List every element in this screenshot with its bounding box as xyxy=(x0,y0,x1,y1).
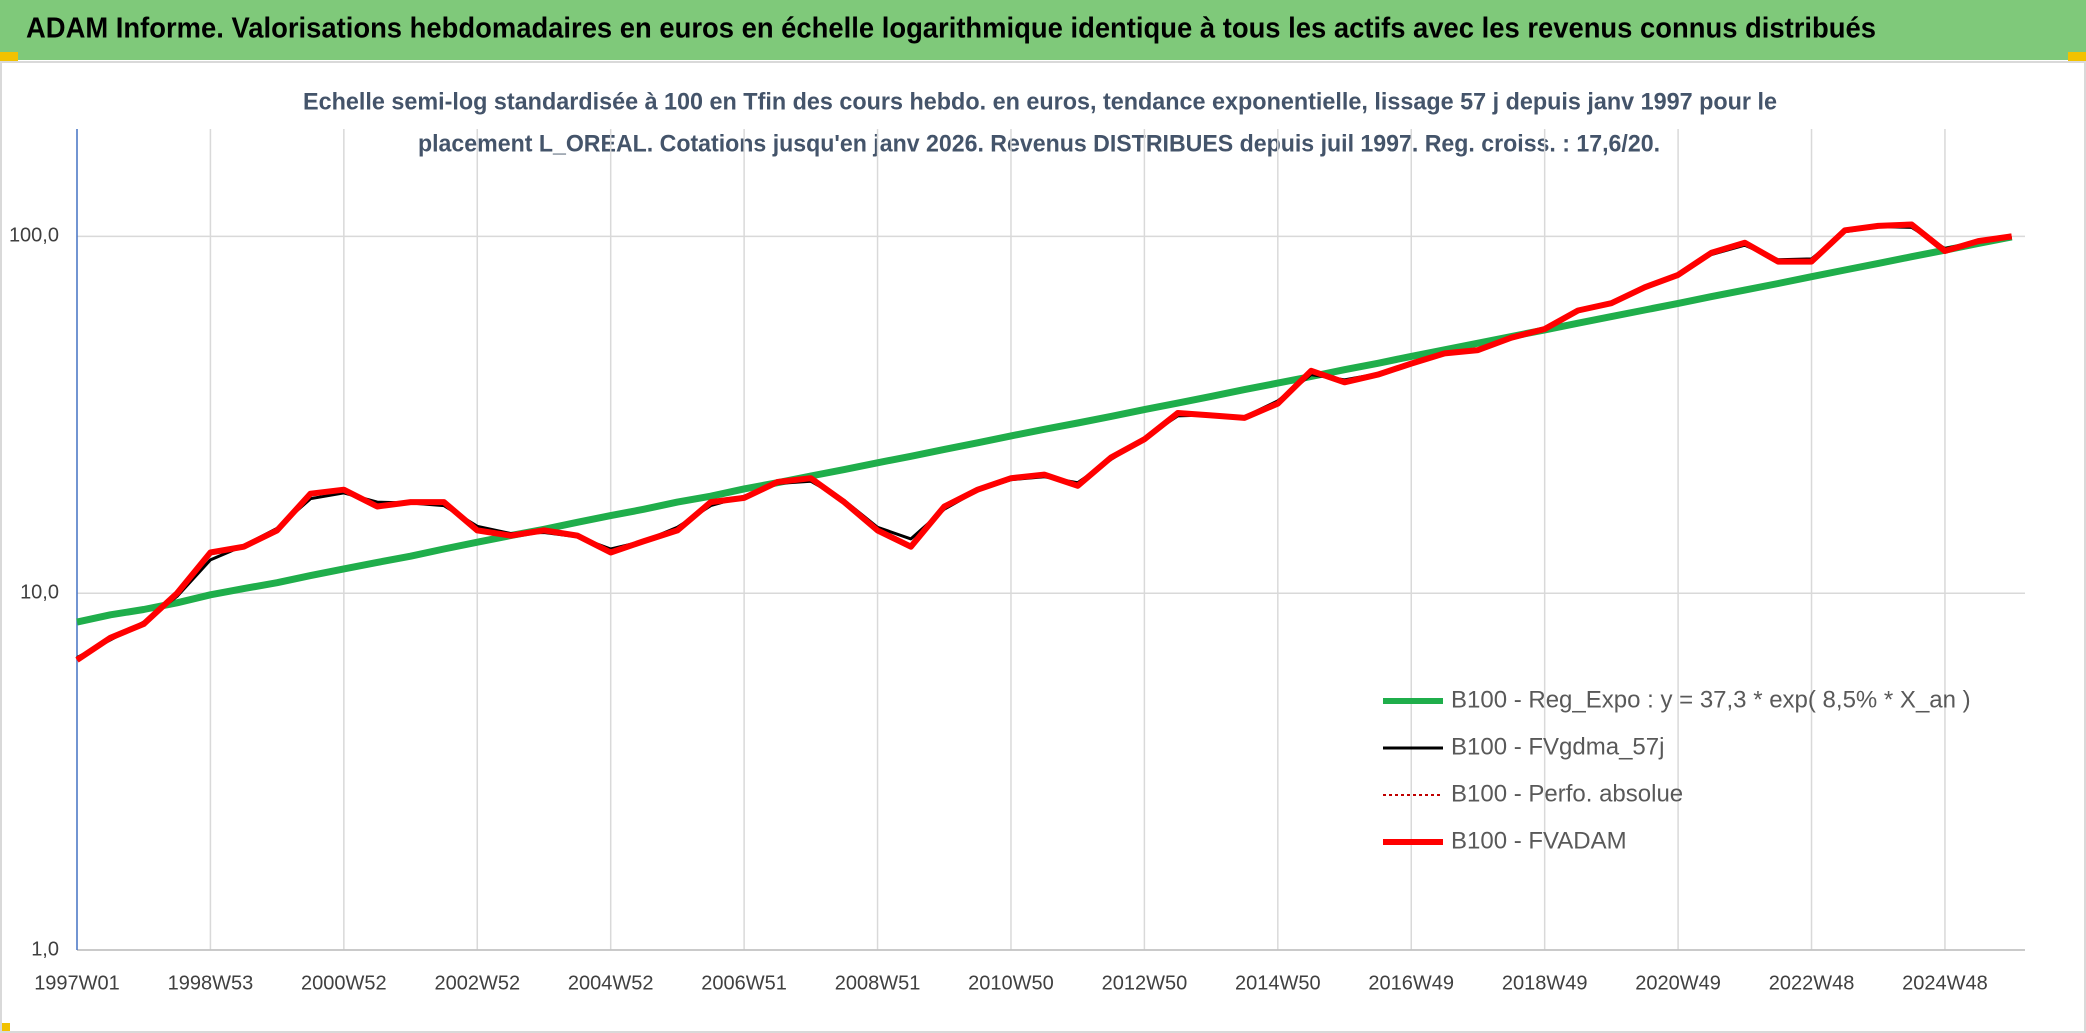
x-tick-label: 2024W48 xyxy=(1902,972,1988,994)
y-tick-label: 1,0 xyxy=(31,938,59,960)
series-line xyxy=(76,233,2013,626)
x-tick-label: 2002W52 xyxy=(434,972,520,994)
x-tick-label: 2012W50 xyxy=(1102,972,1188,994)
x-tick-label: 2016W49 xyxy=(1368,972,1454,994)
legend-label: B100 - FVADAM xyxy=(1451,827,1627,854)
legend-label: B100 - Perfo. absolue xyxy=(1451,780,1683,807)
chart-subtitle: Echelle semi-log standardisée à 100 en T… xyxy=(303,88,1777,115)
chart-subtitle: placement L_OREAL. Cotations jusqu'en ja… xyxy=(418,130,1660,157)
x-tick-label: 2018W49 xyxy=(1502,972,1588,994)
x-tick-label: 2020W49 xyxy=(1635,972,1721,994)
x-tick-label: 2014W50 xyxy=(1235,972,1321,994)
x-tick-label: 2006W51 xyxy=(701,972,787,994)
legend: B100 - Reg_Expo : y = 37,3 * exp( 8,5% *… xyxy=(1383,686,1971,854)
legend-label: B100 - Reg_Expo : y = 37,3 * exp( 8,5% *… xyxy=(1451,686,1971,713)
plot-lines xyxy=(75,221,2013,663)
x-tick-label: 1998W53 xyxy=(168,972,254,994)
chart-frame xyxy=(0,61,2086,1033)
header-title: ADAM Informe. Valorisations hebdomadaire… xyxy=(26,13,1876,45)
corner-mark xyxy=(0,1023,10,1033)
x-tick-label: 1997W01 xyxy=(34,972,120,994)
corner-mark xyxy=(2068,52,2086,62)
x-tick-label: 2004W52 xyxy=(568,972,654,994)
series-line xyxy=(76,223,2012,661)
x-tick-label: 2022W48 xyxy=(1769,972,1855,994)
header-bar xyxy=(0,0,2086,60)
x-tick-label: 2008W51 xyxy=(835,972,921,994)
y-tick-label: 10,0 xyxy=(20,581,59,603)
x-tick-label: 2010W50 xyxy=(968,972,1054,994)
legend-label: B100 - FVgdma_57j xyxy=(1451,733,1664,760)
corner-mark xyxy=(0,52,18,62)
grid: 1,0 10,0 100,0 1997W01 1998W53 2000W52 2002W52… xyxy=(9,129,2025,994)
x-tick-label: 2000W52 xyxy=(301,972,387,994)
y-tick-label: 100,0 xyxy=(9,225,59,247)
series-line xyxy=(75,221,2013,663)
